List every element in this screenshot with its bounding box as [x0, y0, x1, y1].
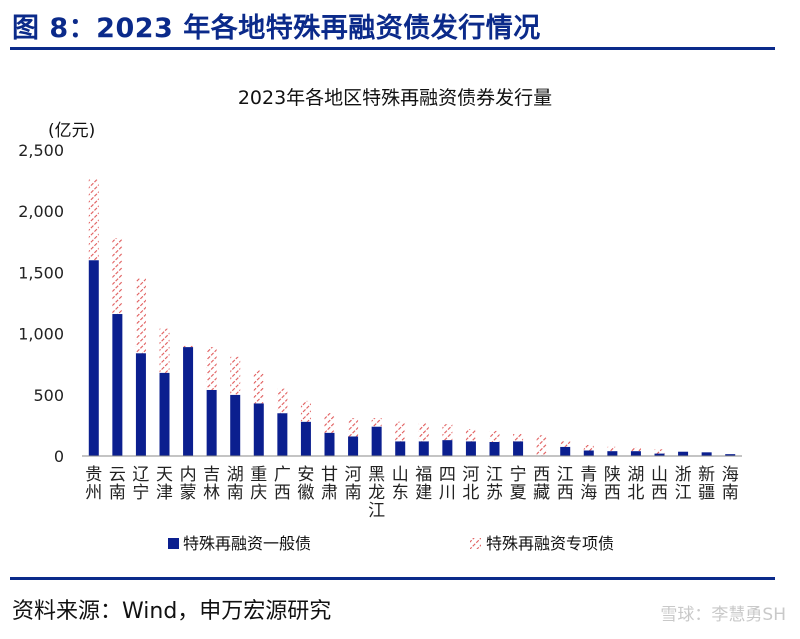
x-tick-label: 四川: [439, 465, 456, 503]
x-tick-label: 云南: [109, 465, 126, 503]
bar-general-重庆: [253, 403, 264, 456]
bar-general-江西: [560, 446, 571, 456]
y-tick-label: 1,000: [18, 325, 64, 344]
bar-general-新疆: [701, 452, 712, 456]
figure-title: 图 8：2023 年各地特殊再融资债发行情况: [12, 13, 541, 44]
legend-label-general: 特殊再融资一般债: [183, 534, 311, 553]
x-tick-label: 宁夏: [510, 465, 527, 503]
bar-special-吉林: [206, 347, 217, 390]
bar-special-湖北: [630, 447, 641, 452]
bar-special-山东: [395, 421, 406, 442]
bar-general-河北: [465, 441, 476, 456]
x-tick-label: 重庆: [250, 465, 267, 503]
x-tick-label: 湖南: [227, 465, 244, 503]
x-tick-label: 江苏: [486, 465, 503, 503]
bar-general-贵州: [88, 260, 99, 456]
legend: 特殊再融资一般债 特殊再融资专项债: [168, 534, 614, 553]
legend-swatch-general: [168, 538, 179, 549]
x-tick-label: 吉林: [203, 465, 220, 503]
bar-special-天津: [159, 328, 170, 373]
y-tick-label: 2,500: [18, 141, 64, 160]
x-tick-label: 天津: [156, 465, 173, 503]
bar-general-湖南: [230, 394, 241, 456]
bar-special-辽宁: [135, 278, 146, 354]
x-tick-label: 广西: [274, 465, 291, 503]
bar-special-甘肃: [324, 413, 335, 433]
bar-general-黑龙江: [371, 426, 382, 456]
bar-general-陕西: [607, 451, 618, 456]
bar-general-辽宁: [135, 353, 146, 456]
x-tick-label: 内蒙: [180, 465, 197, 503]
x-tick-label: 湖北: [627, 465, 644, 503]
x-tick-label: 海南: [722, 465, 739, 503]
bar-general-吉林: [206, 389, 217, 456]
bar-general-福建: [418, 441, 429, 456]
bar-special-河南: [348, 418, 359, 437]
bar-special-陕西: [607, 446, 618, 452]
bar-general-江苏: [489, 441, 500, 456]
source-note: 资料来源：Wind，申万宏源研究: [12, 599, 332, 624]
bar-general-山西: [654, 453, 665, 456]
bar-general-四川: [442, 440, 453, 456]
bar-general-宁夏: [513, 441, 524, 456]
x-tick-label: 贵州: [85, 465, 102, 503]
x-tick-label: 山西: [651, 465, 668, 503]
y-tick-label: 2,000: [18, 202, 64, 221]
bar-general-天津: [159, 372, 170, 456]
watermark: 雪球：李慧勇SH: [660, 605, 786, 625]
x-tick-label: 陕西: [604, 465, 621, 503]
bar-general-青海: [583, 450, 594, 456]
bar-special-重庆: [253, 370, 264, 404]
legend-label-special: 特殊再融资专项债: [486, 534, 614, 553]
x-tick-label: 西藏: [533, 465, 550, 503]
bar-special-广西: [277, 388, 288, 414]
bar-special-河北: [465, 429, 476, 442]
bar-special-湖南: [230, 356, 241, 395]
bar-general-海南: [725, 454, 736, 456]
bar-special-四川: [442, 424, 453, 441]
x-tick-label: 新疆: [698, 465, 715, 503]
x-tick-label: 福建: [415, 465, 432, 503]
x-tick-label: 辽宁: [132, 465, 149, 503]
x-tick-label: 安徽: [297, 465, 314, 503]
bar-special-云南: [112, 238, 123, 315]
y-unit-label: (亿元): [48, 121, 95, 141]
x-tick-label: 浙江: [675, 465, 692, 503]
bar-special-西藏: [536, 435, 547, 456]
bar-special-贵州: [88, 179, 99, 261]
bar-special-江西: [560, 441, 571, 447]
bar-general-安徽: [300, 421, 311, 456]
bar-special-福建: [418, 422, 429, 442]
bar-special-山西: [654, 449, 665, 454]
bar-general-山东: [395, 441, 406, 456]
bar-general-浙江: [678, 451, 689, 456]
x-tick-label: 甘肃: [321, 465, 338, 503]
bar-general-广西: [277, 413, 288, 456]
bar-special-宁夏: [513, 433, 524, 442]
y-tick-label: 500: [33, 386, 64, 405]
y-tick-label: 0: [54, 447, 64, 466]
x-tick-label: 河北: [462, 465, 479, 503]
top-rule: [10, 47, 775, 50]
bar-special-青海: [583, 444, 594, 451]
bar-general-甘肃: [324, 432, 335, 456]
bar-general-内蒙: [183, 347, 194, 456]
bar-general-湖北: [630, 451, 641, 456]
bar-special-安徽: [300, 400, 311, 422]
x-tick-label: 青海: [580, 465, 597, 503]
bar-general-云南: [112, 314, 123, 456]
y-tick-label: 1,500: [18, 263, 64, 282]
bottom-rule: [10, 577, 775, 580]
bar-special-内蒙: [183, 345, 194, 348]
x-tick-label: 黑龙江: [368, 465, 385, 521]
chart-title: 2023年各地区特殊再融资债券发行量: [238, 87, 552, 109]
bar-special-江苏: [489, 430, 500, 442]
bar-general-河南: [348, 436, 359, 456]
legend-swatch-special: [470, 538, 481, 549]
x-tick-label: 河南: [345, 465, 362, 503]
x-tick-label: 江西: [557, 465, 574, 503]
bar-special-黑龙江: [371, 418, 382, 427]
x-tick-label: 山东: [392, 465, 409, 503]
